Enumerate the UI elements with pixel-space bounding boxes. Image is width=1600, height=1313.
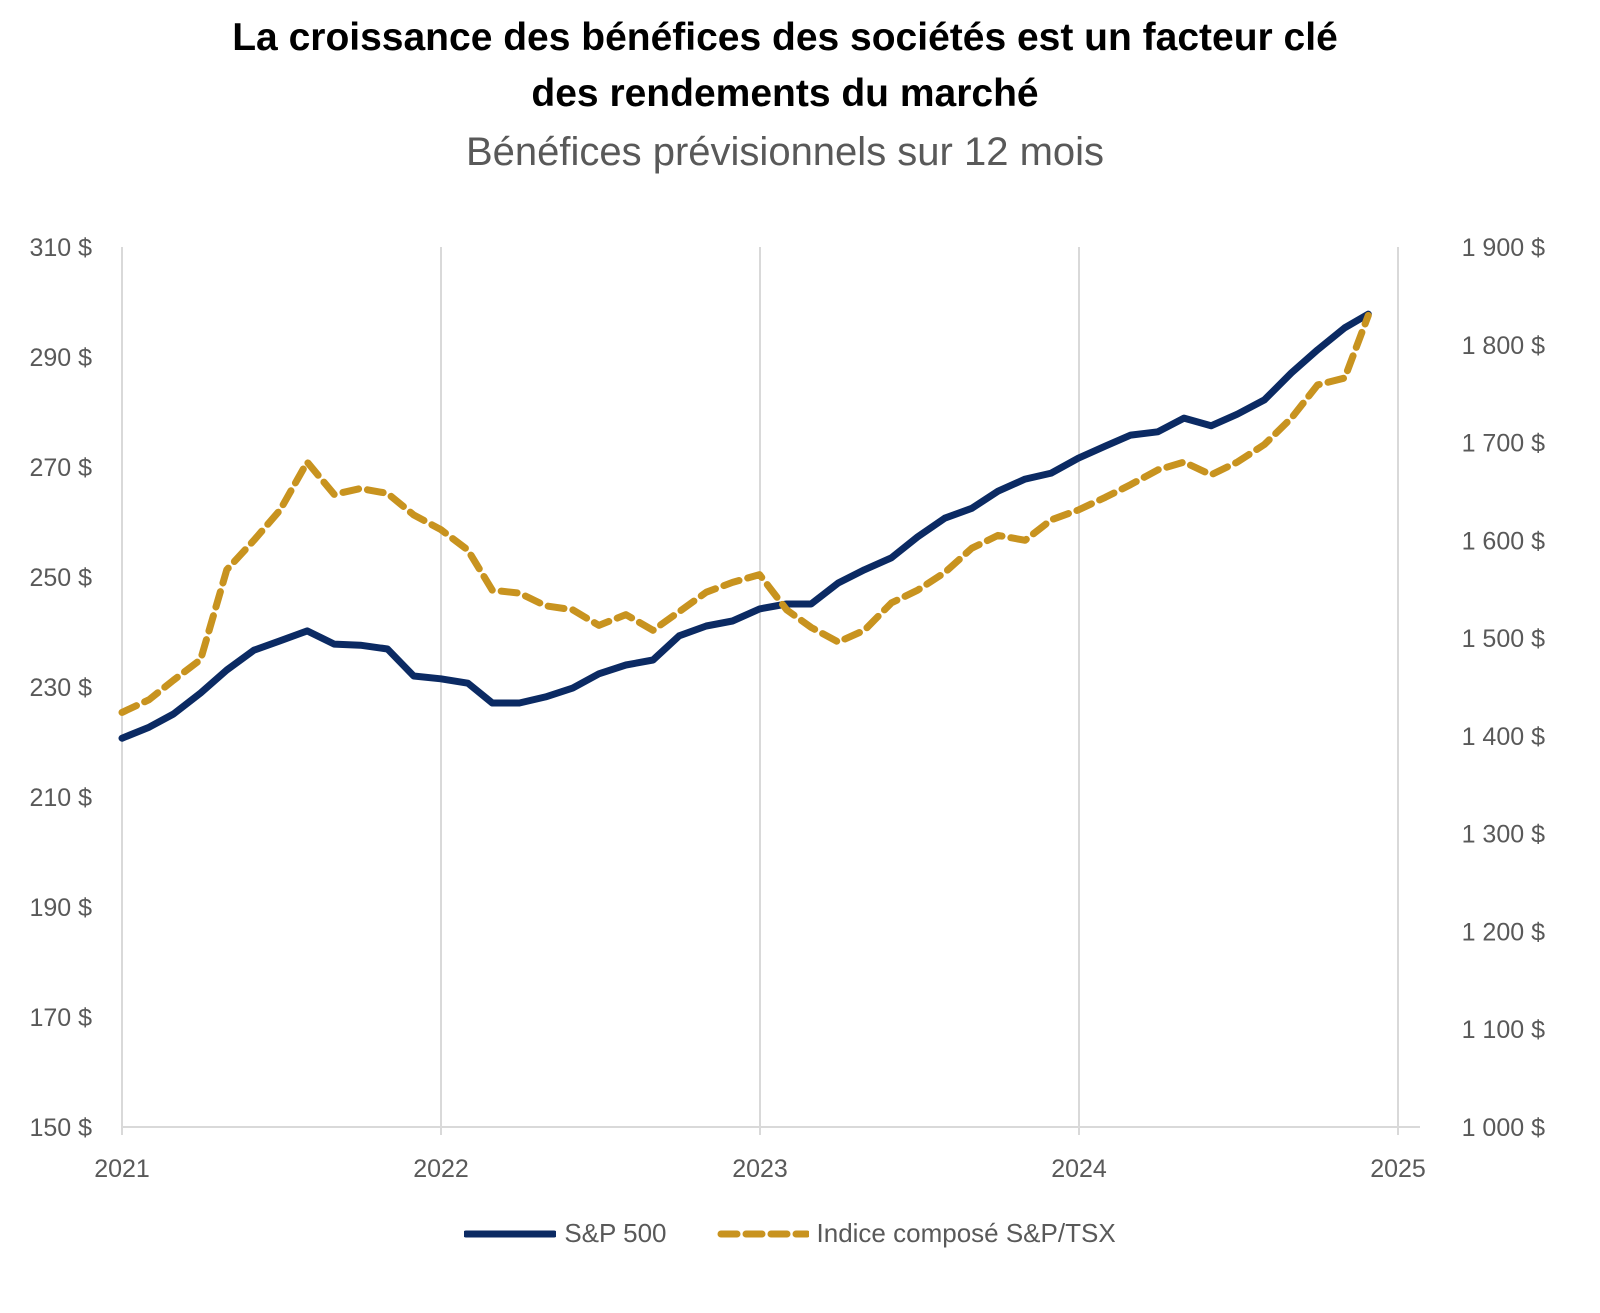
- legend-label-tsx: Indice composé S&P/TSX: [816, 1218, 1116, 1248]
- y-right-tick-label: 1 800 $: [1462, 332, 1546, 360]
- y-right-tick-label: 1 900 $: [1462, 234, 1546, 262]
- legend-item-tsx: Indice composé S&P/TSX: [717, 1218, 1116, 1249]
- chart-title: La croissance des bénéfices des sociétés…: [0, 10, 1570, 122]
- chart-subtitle: Bénéfices prévisionnels sur 12 mois: [465, 130, 1105, 174]
- y-right-tick-label: 1 600 $: [1462, 527, 1546, 555]
- y-left-tick-label: 250 $: [29, 564, 92, 592]
- y-right-tick-label: 1 300 $: [1462, 821, 1546, 849]
- y-right-tick-label: 1 200 $: [1462, 918, 1546, 946]
- y-left-tick-label: 210 $: [29, 784, 92, 812]
- chart-title-line-2: des rendements du marché: [531, 72, 1039, 115]
- x-tick-label: 2024: [1051, 1155, 1107, 1183]
- series-line-tsx: [118, 311, 1372, 716]
- y-left-tick-label: 230 $: [29, 674, 92, 702]
- x-tick-label: 2022: [413, 1155, 469, 1183]
- legend-swatch-dashed: [717, 1230, 809, 1237]
- x-tick-label: 2021: [94, 1155, 150, 1183]
- chart-title-line-1: La croissance des bénéfices des sociétés…: [232, 16, 1338, 59]
- y-right-tick-label: 1 100 $: [1462, 1016, 1546, 1044]
- legend-swatch-solid: [464, 1230, 557, 1237]
- x-tick-label: 2023: [732, 1155, 788, 1183]
- y-right-tick-label: 1 000 $: [1462, 1114, 1546, 1142]
- y-left-tick-label: 170 $: [29, 1004, 92, 1032]
- legend-item-sp500: S&P 500: [464, 1218, 667, 1249]
- y-left-tick-label: 190 $: [29, 894, 92, 922]
- y-right-tick-label: 1 400 $: [1462, 723, 1546, 751]
- y-right-tick-label: 1 500 $: [1462, 625, 1546, 653]
- x-tick-label: 2025: [1370, 1155, 1426, 1183]
- y-right-tick-label: 1 700 $: [1462, 430, 1546, 458]
- y-left-tick-label: 290 $: [29, 344, 92, 372]
- y-left-tick-label: 270 $: [29, 454, 92, 482]
- legend-label-sp500: S&P 500: [564, 1218, 667, 1248]
- legend: S&P 500 Indice composé S&P/TSX: [0, 1218, 1580, 1249]
- y-left-tick-label: 150 $: [29, 1114, 92, 1142]
- series-line-sp500: [118, 310, 1372, 742]
- y-left-tick-label: 310 $: [29, 234, 92, 262]
